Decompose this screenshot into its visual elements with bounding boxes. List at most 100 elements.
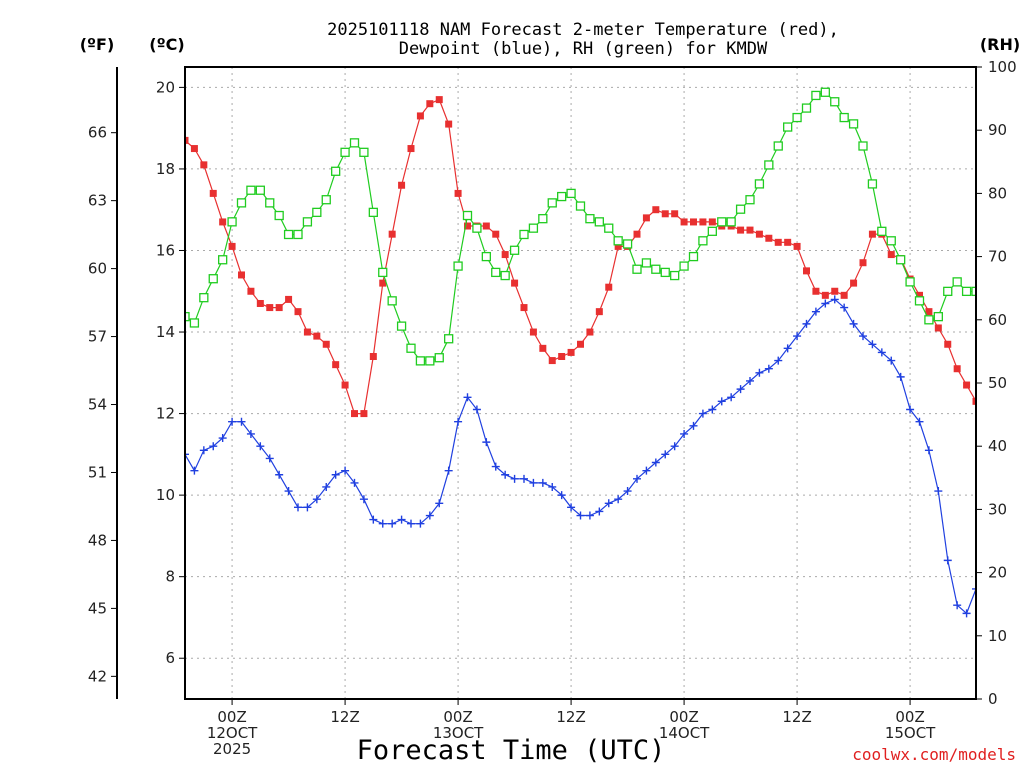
- temperature-point: [303, 328, 311, 336]
- dewpoint-point: [341, 466, 350, 475]
- rh-point: [914, 296, 925, 306]
- rh-point: [764, 160, 774, 170]
- rh-point: [971, 286, 976, 297]
- temperature-point: [934, 324, 942, 332]
- dewpoint-point: [529, 478, 538, 487]
- rh-point: [321, 195, 331, 205]
- temperature-point: [821, 291, 829, 299]
- temperature-point: [332, 361, 340, 369]
- temperature-point: [228, 242, 236, 250]
- temperature-point: [285, 295, 293, 303]
- temperature-point: [652, 206, 660, 214]
- dewpoint-point: [604, 499, 613, 508]
- rh-point: [293, 229, 303, 240]
- dewpoint-point: [538, 478, 547, 487]
- dewpoint-point: [256, 442, 265, 451]
- dewpoint-point: [774, 356, 783, 365]
- temperature-point: [454, 189, 462, 197]
- dewpoint-point: [510, 474, 519, 483]
- dewpoint-point: [651, 458, 660, 467]
- temperature-point: [482, 222, 490, 230]
- rh-point: [434, 353, 444, 363]
- dewpoint-point: [369, 515, 378, 524]
- rh-point: [500, 270, 510, 281]
- dewpoint-point: [962, 609, 971, 618]
- rh-point: [387, 296, 397, 306]
- rh-point: [924, 315, 934, 325]
- dewpoint-point: [275, 470, 284, 479]
- temperature-point: [313, 332, 321, 340]
- dewpoint-point: [943, 556, 952, 565]
- temperature-point: [548, 357, 556, 365]
- dewpoint-point: [877, 348, 886, 357]
- temperature-point: [520, 304, 528, 312]
- celsius-tick-label: 8: [165, 568, 175, 586]
- dewpoint-point: [491, 462, 500, 471]
- dewpoint-point: [209, 442, 218, 451]
- rh-point: [886, 236, 896, 246]
- temperature-point: [859, 259, 867, 267]
- chart-title-line-1: 2025101118 NAM Forecast 2-meter Temperat…: [327, 20, 839, 40]
- celsius-tick-label: 16: [156, 241, 175, 259]
- dewpoint-point: [378, 519, 387, 528]
- rh-point: [604, 223, 614, 233]
- temperature-point: [567, 348, 575, 356]
- dewpoint-point: [322, 482, 331, 491]
- rh-point: [481, 251, 491, 262]
- temperature-point: [925, 308, 933, 316]
- dewpoint-point: [585, 511, 594, 520]
- time-tick-label: 14OCT: [659, 724, 710, 742]
- fahrenheit-axis: 42 45 48 51 54 57 60 63 66: [88, 67, 118, 699]
- rh-point: [679, 261, 689, 271]
- temperature-point: [661, 210, 669, 218]
- celsius-tick-label: 14: [156, 323, 175, 341]
- celsius-axis: 6 8 10 12 14 16 18 20: [156, 78, 185, 667]
- rh-point: [575, 201, 586, 211]
- dewpoint-point: [717, 397, 726, 406]
- temperature-point: [529, 328, 537, 336]
- temperature-point: [784, 238, 792, 246]
- temperature-point: [793, 242, 801, 250]
- temperature-point: [256, 299, 264, 307]
- rh-line: [185, 91, 976, 362]
- rh-tick-label: 70: [988, 248, 1007, 266]
- temperature-point: [633, 230, 641, 238]
- dewpoint-point: [228, 417, 237, 426]
- temperature-point: [445, 120, 453, 128]
- dewpoint-point: [303, 503, 312, 512]
- temperature-point: [511, 279, 519, 287]
- rh-tick-label: 100: [988, 58, 1017, 76]
- time-tick-label: 12Z: [330, 708, 359, 726]
- rh-point: [227, 217, 237, 227]
- rh-point: [594, 217, 604, 227]
- dewpoint-line: [185, 298, 976, 615]
- temperature-point: [275, 304, 283, 312]
- rh-point: [726, 217, 736, 227]
- temperature-point: [247, 287, 255, 295]
- time-tick-label: 12OCT: [207, 724, 258, 742]
- temperature-point: [605, 283, 613, 291]
- dewpoint-point: [793, 332, 802, 341]
- rh-point: [632, 264, 642, 274]
- dewpoint-point: [746, 376, 754, 385]
- rh-point: [283, 229, 294, 240]
- dewpoint-point: [764, 364, 773, 373]
- dewpoint-point: [708, 405, 717, 414]
- fahrenheit-tick-label: 57: [88, 328, 107, 346]
- rh-point: [783, 122, 793, 132]
- rh-point: [896, 255, 906, 265]
- dewpoint-point: [924, 446, 933, 455]
- x-axis-title: Forecast Time (UTC): [357, 735, 666, 766]
- celsius-unit-label: (ºC): [149, 35, 184, 54]
- temperature-point: [831, 287, 839, 295]
- rh-point: [425, 356, 435, 366]
- rh-point: [519, 229, 529, 240]
- rh-point: [688, 251, 699, 262]
- time-tick-label: 13OCT: [433, 724, 484, 742]
- time-tick-label: 00Z: [669, 708, 698, 726]
- rh-point: [698, 236, 708, 246]
- dewpoint-point: [953, 601, 962, 610]
- rh-point: [538, 214, 548, 224]
- rh-tick-label: 50: [988, 374, 1007, 392]
